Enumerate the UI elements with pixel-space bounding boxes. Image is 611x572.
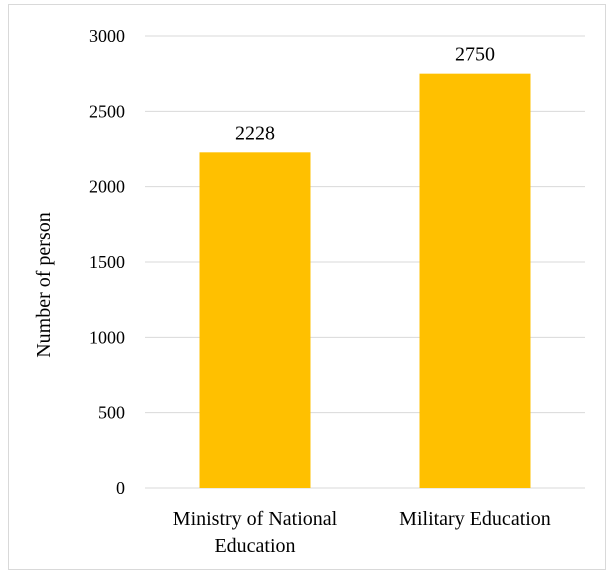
x-category-label: Military Education — [399, 508, 551, 530]
bar — [419, 73, 531, 489]
y-axis-title: Number of person — [33, 212, 55, 358]
y-tick-label: 1500 — [89, 252, 125, 272]
data-labels: 2228 2750 — [235, 44, 495, 145]
bars — [199, 73, 531, 489]
y-tick-label: 2500 — [89, 101, 125, 121]
data-label: 2228 — [235, 122, 275, 144]
category-labels: Ministry of National Education Military Ed… — [173, 508, 551, 557]
y-tick-label: 500 — [98, 403, 125, 423]
y-tick-label: 2000 — [89, 177, 125, 197]
x-category-label: Ministry of National — [173, 508, 338, 530]
y-axis-ticks: 0 500 1000 1500 2000 2500 3000 — [89, 26, 125, 498]
y-tick-label: 0 — [116, 478, 125, 498]
data-label: 2750 — [455, 44, 495, 66]
y-tick-label: 3000 — [89, 26, 125, 46]
bar — [199, 152, 311, 488]
x-category-label: Education — [214, 535, 295, 557]
y-tick-label: 1000 — [89, 327, 125, 347]
